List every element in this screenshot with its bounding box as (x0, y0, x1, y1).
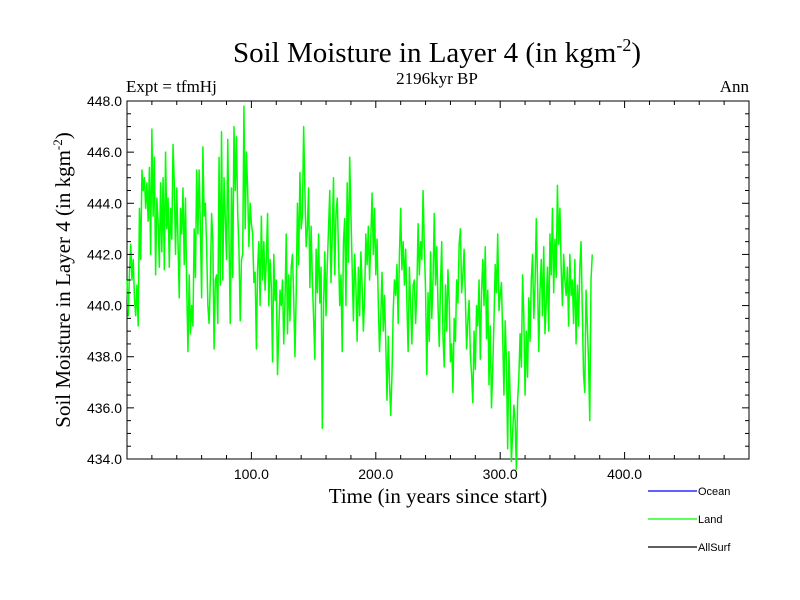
y-tick-label: 446.0 (87, 144, 122, 160)
x-tick-label: 400.0 (607, 466, 642, 482)
y-axis-label: Soil Moisture in Layer 4 (in kgm-2) (50, 132, 75, 427)
x-axis-ticks: 100.0 200.0 300.0 400.0 (151, 101, 725, 482)
chart-subtitle: 2196kyr BP (396, 69, 478, 88)
y-tick-label: 448.0 (87, 93, 122, 109)
y-tick-label: 436.0 (87, 400, 122, 416)
legend-land-label: Land (698, 514, 722, 526)
chart-title-main: Soil Moisture in Layer 4 (in kgm (233, 37, 617, 69)
y-axis-ticks: 434.0 436.0 438.0 440.0 442.0 444.0 446.0 448.0 (87, 93, 749, 467)
legend-ocean-label: Ocean (698, 486, 730, 498)
x-tick-label: 100.0 (234, 466, 269, 482)
y-tick-label: 438.0 (87, 349, 122, 365)
legend: Ocean Land AllSurf (648, 486, 731, 554)
y-tick-label: 434.0 (87, 451, 122, 467)
chart-title: Soil Moisture in Layer 4 (in kgm-2) (233, 35, 641, 69)
y-axis-label-close: ) (51, 132, 75, 139)
x-tick-label: 300.0 (483, 466, 518, 482)
land-series-line (126, 105, 594, 470)
y-tick-label: 444.0 (87, 195, 122, 211)
x-tick-label: 200.0 (358, 466, 393, 482)
experiment-label: Expt = tfmHj (126, 77, 217, 96)
x-axis-label: Time (in years since start) (329, 484, 548, 508)
y-tick-label: 440.0 (87, 298, 122, 314)
y-axis-label-sup: -2 (50, 139, 65, 150)
season-label: Ann (720, 77, 750, 96)
chart-title-sup: -2 (616, 35, 631, 55)
y-axis-label-main: Soil Moisture in Layer 4 (in kgm (51, 150, 75, 428)
legend-allsurf-label: AllSurf (698, 542, 731, 554)
y-tick-label: 442.0 (87, 246, 122, 262)
chart-title-close: ) (631, 37, 641, 69)
